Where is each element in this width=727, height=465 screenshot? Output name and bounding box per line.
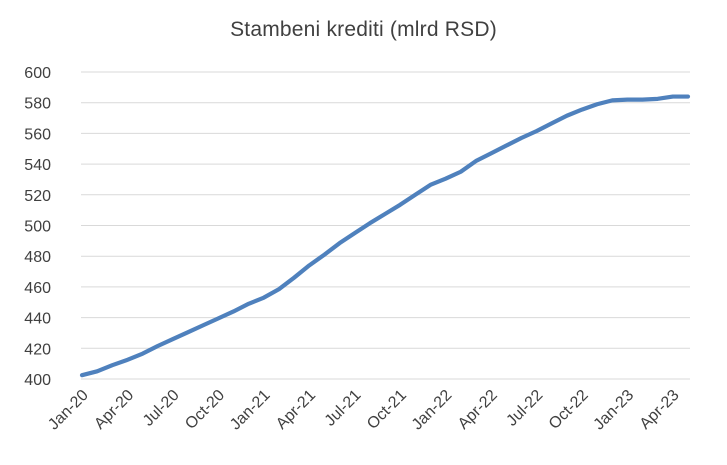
data-point: [95, 369, 99, 373]
x-tick-label: Jan-23: [591, 387, 638, 434]
x-tick-label: Jul-21: [322, 387, 365, 430]
data-point: [368, 221, 372, 225]
x-tick-label: Apr-23: [637, 387, 683, 433]
y-tick-label: 520: [24, 188, 51, 205]
data-point: [383, 212, 387, 216]
data-point: [550, 121, 554, 125]
data-point: [171, 337, 175, 341]
x-tick-label: Jan-21: [227, 387, 274, 434]
data-point: [398, 203, 402, 207]
x-tick-label: Jul-20: [140, 387, 183, 430]
data-point: [277, 287, 281, 291]
data-point: [504, 144, 508, 148]
data-point: [413, 193, 417, 197]
data-point: [141, 352, 145, 356]
data-point: [292, 276, 296, 280]
y-tick-label: 560: [24, 126, 51, 143]
data-point: [595, 102, 599, 106]
gridlines: [81, 71, 690, 380]
data-point: [353, 231, 357, 235]
y-tick-label: 460: [24, 280, 51, 297]
y-tick-label: 480: [24, 249, 51, 266]
data-point: [565, 114, 569, 118]
data-point: [671, 95, 675, 99]
chart-title: Stambeni krediti (mlrd RSD): [230, 18, 497, 41]
y-tick-label: 540: [24, 157, 51, 174]
data-point: [444, 177, 448, 181]
y-tick-label: 580: [24, 96, 51, 113]
data-point: [247, 302, 251, 306]
data-point: [262, 296, 266, 300]
data-point: [641, 98, 645, 102]
data-point: [625, 98, 629, 102]
x-tick-label: Apr-22: [455, 387, 501, 433]
data-point: [535, 129, 539, 133]
data-point: [216, 316, 220, 320]
y-tick-label: 500: [24, 219, 51, 236]
x-tick-label: Apr-20: [91, 387, 137, 433]
series-layer: [79, 94, 691, 378]
data-point: [474, 159, 478, 163]
y-tick-label: 420: [24, 341, 51, 358]
data-point: [201, 323, 205, 327]
data-point: [80, 373, 84, 377]
x-tick-label: Jul-22: [503, 387, 546, 430]
data-point: [125, 358, 129, 362]
data-point: [338, 241, 342, 245]
data-point: [156, 344, 160, 348]
data-point: [110, 363, 114, 367]
y-tick-label: 600: [24, 65, 51, 82]
series-line-0: [79, 94, 691, 378]
x-tick-label: Apr-21: [273, 387, 319, 433]
data-point: [186, 330, 190, 334]
data-point: [656, 97, 660, 101]
y-tick-label: 440: [24, 311, 51, 328]
y-tick-label: 400: [24, 372, 51, 389]
x-tick-label: Oct-22: [546, 387, 592, 433]
data-point: [519, 136, 523, 140]
data-point: [459, 170, 463, 174]
data-point: [580, 108, 584, 112]
y-axis-tick-labels: 400 420 440 460 480 500 520 540 560 580 600: [24, 65, 51, 389]
data-point: [307, 263, 311, 267]
x-tick-label: Jan-22: [409, 387, 456, 434]
data-point: [322, 253, 326, 257]
data-point: [428, 183, 432, 187]
data-point: [489, 151, 493, 155]
x-tick-label: Jan-20: [45, 387, 92, 434]
data-point: [686, 95, 690, 99]
x-tick-label: Oct-20: [182, 387, 228, 433]
data-point: [610, 98, 614, 102]
data-point: [232, 309, 236, 313]
x-tick-label: Oct-21: [364, 387, 410, 433]
